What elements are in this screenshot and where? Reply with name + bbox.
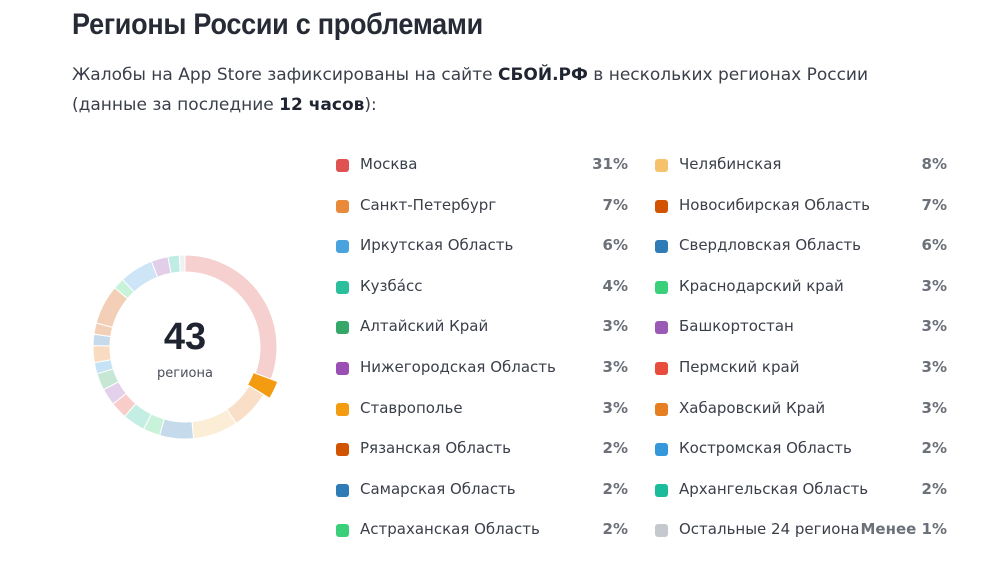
legend-item: Пермский край 3%: [655, 358, 947, 382]
legend-item: Хабаровский Край 3%: [655, 399, 947, 423]
legend-item: Ставрополье 3%: [336, 399, 628, 423]
legend-region-value: 7%: [602, 195, 628, 214]
donut-chart: 43 региона: [82, 244, 288, 450]
legend-swatch: [336, 483, 349, 497]
legend-region-value: 2%: [921, 479, 947, 498]
legend-region-name: Кузба́сс: [360, 276, 423, 295]
legend-region-name: Новосибирская Область: [679, 195, 870, 214]
legend-item: Иркутская Область 6%: [336, 236, 628, 260]
legend-region-value: 6%: [602, 236, 628, 255]
legend-item: Костромская Область 2%: [655, 439, 947, 463]
legend-item: Астраханская Область 2%: [336, 520, 628, 544]
legend-region-value: 3%: [921, 317, 947, 336]
legend-swatch: [336, 159, 349, 172]
legend-region-name: Башкортостан: [679, 317, 794, 336]
donut-svg: [92, 254, 279, 440]
legend-item: Нижегородская Область 3%: [336, 358, 628, 382]
legend-region-value: Менее 1%: [860, 520, 948, 539]
legend-item: Краснодарский край 3%: [655, 277, 947, 301]
legend-item: Самарская Область 2%: [336, 480, 628, 504]
legend-region-name: Свердловская Область: [679, 236, 861, 255]
legend-region-name: Алтайский Край: [360, 317, 489, 336]
legend-region-name: Иркутская Область: [360, 236, 514, 255]
legend-region-value: 2%: [921, 439, 947, 458]
legend-region-value: 3%: [602, 358, 628, 376]
legend-swatch: [336, 443, 349, 457]
legend-region-name: Пермский край: [679, 358, 800, 376]
legend-swatch: [655, 443, 668, 457]
legend-region-value: 6%: [921, 236, 947, 255]
page-title: Регионы России с проблемами: [72, 8, 483, 41]
legend-region-name: Нижегородская Область: [360, 358, 556, 376]
legend-region-name: Хабаровский Край: [679, 398, 826, 417]
legend-region-value: 3%: [921, 358, 947, 376]
legend-region-value: 2%: [602, 520, 628, 539]
donut-slice: [191, 408, 237, 440]
legend-item: Остальные 24 региона Менее 1%: [655, 520, 947, 544]
legend-region-value: 2%: [602, 439, 628, 458]
legend-item: Новосибирская Область 7%: [655, 196, 947, 220]
legend-region-value: 3%: [921, 276, 947, 295]
legend-region-name: Санкт-Петербург: [360, 195, 497, 214]
legend-region-value: 4%: [602, 276, 628, 295]
legend-region-value: 3%: [921, 398, 947, 417]
legend-region-value: 7%: [921, 195, 947, 214]
legend-item: Москва 31%: [336, 155, 628, 179]
site-brand: СБОЙ.РФ: [497, 65, 588, 85]
donut-slice: [178, 254, 186, 273]
legend-item: Архангельская Область 2%: [655, 480, 947, 504]
legend-region-name: Рязанская Область: [360, 439, 511, 458]
legend-region-name: Астраханская Область: [360, 520, 540, 539]
legend-swatch: [336, 199, 349, 213]
legend-swatch: [655, 159, 668, 172]
legend-swatch: [336, 321, 349, 335]
region-count: 43: [163, 316, 207, 358]
legend-swatch: [336, 402, 349, 416]
legend-item: Санкт-Петербург 7%: [336, 196, 628, 220]
legend-region-value: 3%: [602, 398, 628, 417]
legend-item: Рязанская Область 2%: [336, 439, 628, 463]
legend-swatch: [336, 524, 349, 538]
subtitle-text-2: в нескольких регионах России (данные за …: [72, 65, 869, 115]
legend-swatch: [655, 362, 668, 375]
legend-region-name: Самарская Область: [360, 479, 516, 498]
legend-region-name: Москва: [360, 155, 418, 173]
legend-region-name: Краснодарский край: [679, 276, 844, 295]
legend-swatch: [655, 280, 668, 294]
subtitle-text-1: Жалобы на App Store зафиксированы на сай…: [72, 65, 498, 85]
legend-region-name: Ставрополье: [360, 398, 463, 417]
legend-region-value: 3%: [602, 317, 628, 336]
legend-region-name: Остальные 24 региона: [679, 520, 860, 539]
donut-slice: [246, 371, 279, 399]
hours-period: 12 часов: [279, 95, 365, 115]
legend-region-value: 8%: [921, 155, 947, 173]
legend-swatch: [655, 402, 668, 416]
legend-region-name: Архангельская Область: [679, 479, 869, 498]
legend-item: Челябинская 8%: [655, 155, 947, 179]
legend-swatch: [336, 362, 349, 375]
region-count-label: региона: [157, 366, 213, 381]
legend-item: Кузба́сс 4%: [336, 277, 628, 301]
legend-region-value: 31%: [592, 155, 628, 173]
legend-swatch: [655, 483, 668, 497]
subtitle-text-3: ):: [364, 95, 377, 115]
legend-swatch: [336, 240, 349, 254]
legend-item: Свердловская Область 6%: [655, 236, 947, 260]
legend-item: Алтайский Край 3%: [336, 317, 628, 341]
legend-region-name: Костромская Область: [679, 439, 852, 458]
legend-swatch: [655, 524, 668, 538]
legend-region-name: Челябинская: [679, 155, 782, 173]
legend-swatch: [655, 321, 668, 335]
legend-swatch: [655, 199, 668, 213]
legend-swatch: [655, 240, 668, 254]
donut-slice: [158, 418, 195, 440]
subtitle: Жалобы на App Store зафиксированы на сай…: [72, 60, 932, 120]
legend-swatch: [336, 280, 349, 294]
legend-item: Башкортостан 3%: [655, 317, 947, 341]
legend-region-value: 2%: [602, 479, 628, 498]
